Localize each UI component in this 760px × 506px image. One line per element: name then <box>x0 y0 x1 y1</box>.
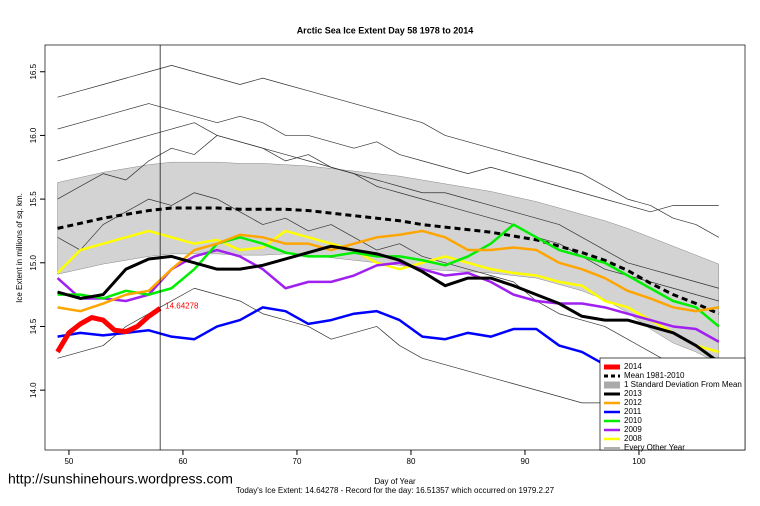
legend-label: 2011 <box>624 407 642 416</box>
legend-label: 2012 <box>624 398 642 407</box>
legend-label: 2009 <box>624 425 642 434</box>
other-year-line <box>57 103 719 213</box>
footer: Today's Ice Extent: 14.64278 - Record fo… <box>236 486 555 495</box>
x-tick-label: 70 <box>293 457 302 466</box>
y-tick-label: 15.5 <box>29 191 38 207</box>
x-tick-label: 60 <box>178 457 187 466</box>
chart-title: Arctic Sea Ice Extent Day 58 1978 to 201… <box>297 25 474 35</box>
x-tick-label: 80 <box>407 457 416 466</box>
legend-label: Every Other Year <box>624 443 685 452</box>
series-line <box>57 229 719 313</box>
legend-label: 2014 <box>624 362 642 371</box>
legend-label: 2008 <box>624 434 642 443</box>
plot-frame <box>44 44 746 451</box>
legend-label: 1 Standard Deviation From Mean <box>624 380 742 389</box>
other-year-line <box>57 65 719 238</box>
mean-line <box>57 206 720 316</box>
legend-box <box>599 357 746 451</box>
other-year-line <box>57 192 719 391</box>
series-line <box>55 306 162 354</box>
series-line <box>56 229 720 354</box>
x-tick-label: 90 <box>521 457 530 466</box>
x-tick-label: 50 <box>64 457 73 466</box>
series-line <box>57 244 720 364</box>
other-year-line <box>57 122 719 289</box>
legend-label: 2013 <box>624 389 642 398</box>
y-tick-label: 16.0 <box>29 127 38 143</box>
y-tick-label: 14.5 <box>29 318 38 334</box>
legend-label: Mean 1981-2010 <box>624 371 685 380</box>
y-tick-label: 15.0 <box>29 254 38 270</box>
watermark: http://sunshinehours.wordpress.com <box>8 471 233 487</box>
y-tick-label: 14.0 <box>29 382 38 398</box>
x-axis-label: Day of Year <box>374 477 416 486</box>
y-tick-label: 16.5 <box>29 63 38 79</box>
y-axis-label: Ice Extent in millions of sq. km. <box>15 193 24 303</box>
x-tick-label: 100 <box>632 457 646 466</box>
legend-label: 2010 <box>624 416 642 425</box>
other-year-line <box>57 135 719 302</box>
value-label: 14.64278 <box>165 301 199 310</box>
